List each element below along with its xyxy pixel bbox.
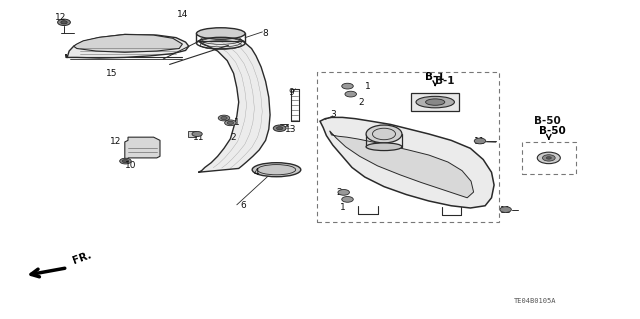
Circle shape (225, 120, 236, 126)
Text: 6: 6 (241, 201, 246, 210)
Circle shape (338, 189, 349, 195)
Circle shape (366, 125, 402, 143)
Circle shape (61, 21, 67, 24)
Text: 1: 1 (365, 82, 371, 91)
Ellipse shape (252, 163, 301, 177)
Text: 4: 4 (253, 168, 259, 177)
Circle shape (58, 19, 70, 26)
Ellipse shape (366, 143, 402, 151)
Text: 13: 13 (285, 125, 297, 134)
Circle shape (221, 116, 227, 120)
Circle shape (474, 138, 486, 144)
Bar (522, 142, 576, 174)
Text: 12: 12 (55, 13, 67, 22)
Circle shape (342, 197, 353, 202)
Bar (412, 93, 460, 111)
Ellipse shape (426, 99, 445, 105)
Circle shape (538, 152, 561, 164)
Text: 8: 8 (263, 29, 268, 38)
Text: 11: 11 (500, 206, 511, 215)
Polygon shape (188, 131, 196, 137)
Circle shape (342, 83, 353, 89)
Text: TE04B0105A: TE04B0105A (515, 298, 557, 304)
Text: 9: 9 (289, 88, 294, 97)
Text: B-50: B-50 (539, 126, 565, 136)
Circle shape (500, 207, 511, 212)
Text: 2: 2 (359, 98, 364, 107)
Polygon shape (125, 137, 160, 160)
Text: B-1: B-1 (426, 72, 445, 82)
Polygon shape (320, 117, 494, 208)
Circle shape (122, 160, 129, 163)
Text: 2: 2 (337, 189, 342, 197)
Text: 5: 5 (433, 104, 438, 113)
Text: 1: 1 (234, 118, 239, 127)
Circle shape (345, 91, 356, 97)
Text: 11: 11 (193, 133, 204, 142)
Text: FR.: FR. (72, 250, 93, 266)
Circle shape (227, 121, 234, 124)
Text: 11: 11 (474, 137, 486, 146)
Polygon shape (330, 131, 474, 198)
Ellipse shape (416, 96, 454, 108)
Circle shape (547, 157, 551, 159)
Text: 3: 3 (330, 110, 335, 119)
Circle shape (543, 155, 555, 161)
Circle shape (276, 127, 283, 130)
Text: B-1: B-1 (435, 76, 454, 86)
Polygon shape (198, 41, 270, 172)
Text: 12: 12 (109, 137, 121, 146)
Text: 2: 2 (231, 133, 236, 142)
Text: 14: 14 (177, 10, 188, 19)
Text: 1: 1 (340, 203, 345, 212)
Circle shape (120, 158, 131, 164)
Polygon shape (66, 34, 189, 58)
Polygon shape (74, 34, 182, 52)
Text: B-50: B-50 (534, 116, 561, 126)
Text: 10: 10 (125, 161, 137, 170)
Text: 15: 15 (106, 69, 118, 78)
Circle shape (273, 125, 286, 131)
Ellipse shape (196, 28, 245, 39)
Circle shape (218, 115, 230, 121)
Circle shape (192, 131, 202, 137)
